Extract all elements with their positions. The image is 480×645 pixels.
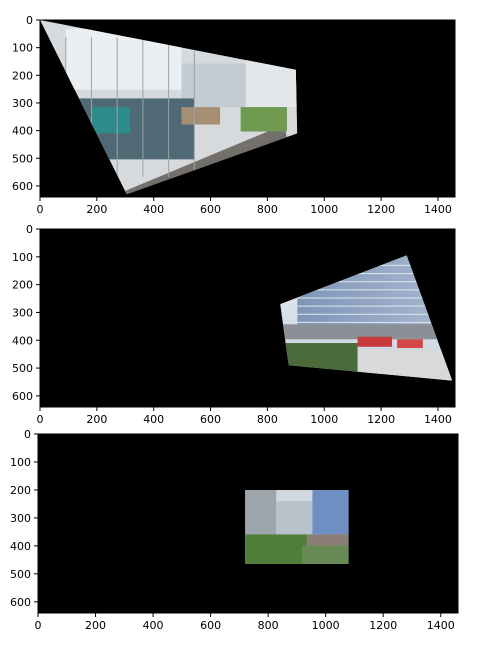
x-tick-label: 800 bbox=[258, 619, 279, 632]
x-tick-label: 600 bbox=[200, 203, 221, 216]
y-tick-label: 500 bbox=[12, 362, 33, 375]
y-tick-label: 500 bbox=[12, 152, 33, 165]
y-tick-label: 600 bbox=[12, 390, 33, 403]
x-tick-label: 800 bbox=[257, 203, 278, 216]
x-tick-label: 1000 bbox=[310, 203, 338, 216]
y-tick-label: 0 bbox=[24, 428, 31, 441]
y-tick-label: 100 bbox=[12, 42, 33, 55]
y-tick-label: 300 bbox=[12, 97, 33, 110]
x-tick-label: 600 bbox=[200, 413, 221, 426]
y-tick-label: 500 bbox=[10, 568, 31, 581]
y-tick-label: 100 bbox=[10, 456, 31, 469]
x-tick-label: 1400 bbox=[424, 413, 452, 426]
x-tick-label: 400 bbox=[143, 619, 164, 632]
x-tick-label: 1000 bbox=[312, 619, 340, 632]
warped-photo bbox=[245, 490, 349, 564]
x-tick-label: 1400 bbox=[424, 203, 452, 216]
panel-bottom: 0 200 400 600 800 1000 1200 1400 0 100 200 300 400 50… bbox=[10, 428, 458, 632]
x-tick-label: 600 bbox=[200, 619, 221, 632]
y-tick-label: 600 bbox=[12, 180, 33, 193]
y-tick-label: 0 bbox=[26, 14, 33, 27]
x-tick-label: 1200 bbox=[367, 203, 395, 216]
panel-middle: 0 200 400 600 800 1000 1200 1400 0 100 200 300 400 50… bbox=[12, 223, 455, 426]
x-tick-label: 1200 bbox=[369, 619, 397, 632]
y-tick-label: 400 bbox=[12, 125, 33, 138]
x-tick-label: 200 bbox=[86, 413, 107, 426]
x-tick-label: 400 bbox=[143, 203, 164, 216]
x-tick-label: 1400 bbox=[427, 619, 455, 632]
x-tick-label: 0 bbox=[37, 413, 44, 426]
y-tick-label: 300 bbox=[10, 512, 31, 525]
x-tick-label: 0 bbox=[35, 619, 42, 632]
x-tick-label: 1200 bbox=[367, 413, 395, 426]
y-tick-label: 200 bbox=[12, 279, 33, 292]
x-tick-label: 800 bbox=[257, 413, 278, 426]
y-tick-label: 600 bbox=[10, 596, 31, 609]
y-tick-label: 400 bbox=[10, 540, 31, 553]
y-tick-label: 300 bbox=[12, 306, 33, 319]
x-tick-label: 200 bbox=[86, 203, 107, 216]
y-tick-label: 200 bbox=[12, 69, 33, 82]
panel-top: 0 200 400 600 800 1000 1200 1400 0 100 200 300 400 50… bbox=[12, 14, 455, 216]
x-tick-label: 1000 bbox=[310, 413, 338, 426]
y-tick-label: 400 bbox=[12, 334, 33, 347]
y-tick-label: 100 bbox=[12, 251, 33, 264]
y-tick-label: 200 bbox=[10, 484, 31, 497]
x-tick-label: 400 bbox=[143, 413, 164, 426]
y-tick-label: 0 bbox=[26, 223, 33, 236]
x-tick-label: 0 bbox=[37, 203, 44, 216]
x-tick-label: 200 bbox=[85, 619, 106, 632]
